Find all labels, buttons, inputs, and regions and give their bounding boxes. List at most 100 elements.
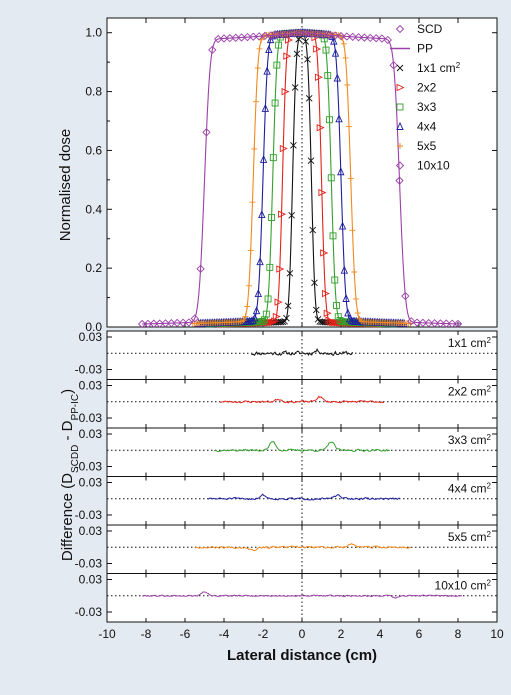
data-point-1x1: [283, 314, 290, 322]
data-point-2x2: [321, 289, 330, 298]
x-tick-label: 4: [377, 627, 384, 641]
legend-label: 2x2: [417, 81, 437, 95]
legend-label: 3x3: [417, 100, 437, 114]
data-point-2x2: [276, 265, 285, 273]
difference-panel-label: 1x1 cm2: [448, 336, 492, 351]
data-point-10x10: [301, 28, 311, 38]
difference-line: [208, 493, 400, 501]
difference-panel: 0.03 -0.03 3x3 cm2: [75, 427, 498, 477]
data-point-4x4: [251, 313, 259, 322]
data-point-10x10: [231, 33, 240, 42]
difference-panel: 0.03 -0.03 4x4 cm2: [75, 476, 498, 526]
data-point-3x3: [336, 317, 344, 324]
data-point-10x10: [161, 319, 170, 328]
data-point-10x10: [313, 30, 322, 39]
difference-panel: 0.03 -0.03 2x2 cm2: [75, 379, 498, 429]
data-point-2x2: [274, 298, 283, 306]
difference-panel: 0.03 -0.03 10x10 cm2: [75, 573, 498, 623]
data-point-10x10: [173, 318, 182, 328]
data-point-4x4: [337, 167, 345, 176]
data-point-10x10: [371, 34, 381, 43]
diff-y-tick-label: 0.03: [79, 476, 103, 490]
legend-swatch-marker: [396, 121, 404, 130]
data-point-4x4: [338, 221, 347, 230]
difference-panel: 0.03 -0.03 5x5 cm2: [75, 524, 498, 574]
data-point-4x4: [331, 48, 340, 57]
y-tick-label: 1.0: [85, 26, 102, 40]
data-point-4x4: [335, 114, 343, 123]
data-point-3x3: [271, 99, 279, 107]
data-point-2x2: [316, 123, 325, 132]
difference-line: [194, 543, 412, 552]
data-point-5x5: [240, 317, 247, 324]
legend-label: SCD: [417, 22, 443, 36]
data-point-2x2: [271, 317, 280, 325]
data-point-4x4: [344, 308, 352, 317]
data-point-10x10: [366, 33, 375, 43]
data-point-10x10: [249, 32, 258, 41]
data-point-10x10: [184, 318, 194, 327]
data-point-5x5: [353, 295, 360, 302]
data-point-1x1: [305, 94, 313, 102]
data-point-3x3: [331, 276, 339, 284]
data-point-10x10: [442, 319, 451, 328]
data-point-4x4: [249, 315, 257, 324]
data-point-10x10: [178, 318, 188, 327]
data-point-10x10: [448, 319, 457, 328]
data-point-10x10: [383, 35, 392, 45]
x-tick-label: 10: [490, 627, 504, 641]
data-point-3x3: [326, 116, 333, 124]
x-tick-label: -8: [141, 627, 152, 641]
data-point-4x4: [265, 44, 273, 54]
difference-panel-label: 3x3 cm2: [448, 433, 492, 448]
data-point-5x5: [252, 98, 259, 105]
data-point-10x10: [395, 176, 404, 185]
data-point-5x5: [344, 81, 351, 88]
data-point-4x4: [340, 265, 349, 274]
x-tick-label: -4: [219, 627, 230, 641]
diff-y-tick-label: 0.03: [79, 524, 103, 538]
legend-label: 1x1 cm2: [417, 61, 461, 76]
difference-panel-label: 10x10 cm2: [435, 578, 492, 593]
data-point-10x10: [342, 32, 351, 41]
data-point-1x1: [304, 55, 311, 63]
panel-label-superscript: 2: [487, 336, 492, 345]
data-point-10x10: [418, 318, 428, 327]
legend-label: 4x4: [417, 120, 437, 134]
data-point-4x4: [333, 73, 341, 82]
data-point-10x10: [219, 34, 229, 43]
x-tick-label: 6: [416, 627, 423, 641]
data-point-2x2: [285, 36, 294, 44]
data-point-10x10: [389, 61, 398, 70]
data-point-10x10: [377, 34, 387, 43]
panel-label-superscript: 2: [487, 433, 492, 442]
x-tick-label: 0: [299, 627, 306, 641]
data-point-5x5: [340, 40, 347, 47]
data-point-5x5: [244, 303, 251, 310]
difference-y-axis-label: Difference (DSCDD - DPP-IC): [59, 389, 81, 561]
data-point-3x3: [333, 302, 340, 309]
legend-swatch-marker: [395, 24, 405, 34]
diff-y-tick-label: -0.03: [75, 557, 103, 571]
data-point-5x5: [256, 45, 263, 52]
data-point-1x1: [293, 50, 301, 58]
diff-label-sub2: PP-IC: [70, 394, 81, 421]
data-point-3x3: [322, 46, 330, 54]
data-point-5x5: [347, 175, 354, 182]
data-point-5x5: [342, 54, 349, 61]
data-point-10x10: [360, 33, 369, 42]
data-point-1x1: [288, 212, 295, 219]
data-point-5x5: [251, 145, 258, 152]
data-point-4x4: [259, 154, 268, 163]
legend-label: PP: [417, 42, 433, 56]
data-point-1x1: [309, 226, 317, 234]
panel-label-superscript: 2: [487, 481, 492, 490]
data-point-10x10: [190, 314, 199, 323]
data-point-2x2: [318, 188, 327, 197]
legend-swatch-marker: [397, 143, 403, 149]
x-tick-label: -10: [98, 627, 116, 641]
legend-label-superscript: 2: [456, 61, 461, 70]
data-point-10x10: [401, 291, 410, 301]
difference-panel-label: 4x4 cm2: [448, 481, 492, 496]
profile-chart: 0.0 0.2 0.4 0.6 0.8 1.0 SCD PP 1x1 cm2 2x2 3x3 4x4 5…: [85, 17, 498, 334]
